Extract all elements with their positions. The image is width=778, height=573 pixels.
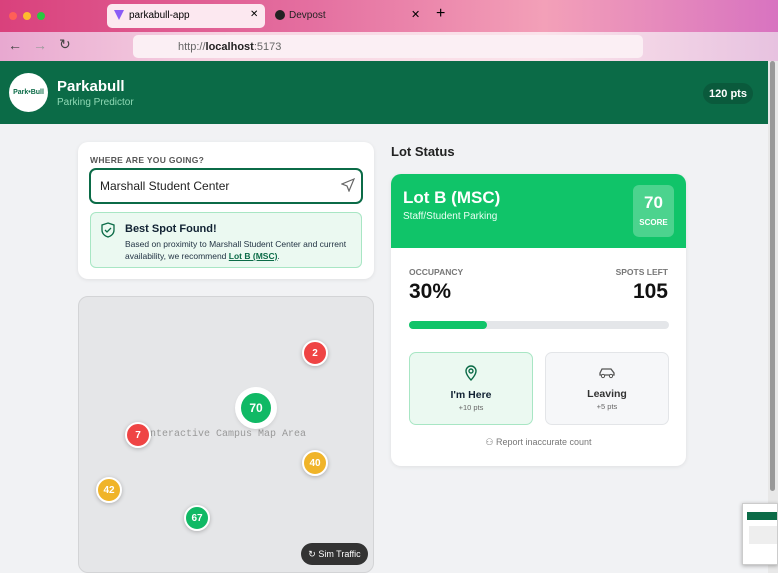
- nav-bar: ← → ↻ http://localhost:5173: [0, 32, 778, 61]
- tab-title: parkabull-app: [129, 10, 190, 21]
- spots-left: 105: [632, 280, 668, 303]
- report-text: Report inaccurate count: [496, 437, 592, 447]
- search-card: WHERE ARE YOU GOING? Marshall Student Ce…: [78, 142, 374, 279]
- url-bar[interactable]: http://localhost:5173: [133, 35, 643, 58]
- sim-traffic-button[interactable]: ↻ Sim Traffic: [301, 543, 368, 565]
- result-box: Best Spot Found! Based on proximity to M…: [90, 212, 362, 268]
- button-points: +5 pts: [596, 402, 618, 411]
- occupancy-label: OCCUPANCY: [409, 267, 464, 277]
- lot-marker[interactable]: 67: [184, 505, 210, 531]
- lot-marker[interactable]: 7: [125, 422, 151, 448]
- back[interactable]: ←: [8, 37, 22, 53]
- tab[interactable]: Devpost: [275, 10, 326, 21]
- button-label: Leaving: [587, 388, 627, 400]
- lot-marker[interactable]: 40: [302, 450, 328, 476]
- im-here-button[interactable]: I'm Here +10 pts: [409, 352, 533, 425]
- score-label: SCORE: [639, 218, 668, 227]
- lot-name: Lot B (MSC): [403, 188, 501, 207]
- leaving-button[interactable]: Leaving +5 pts: [545, 352, 669, 425]
- section-heading: Lot Status: [391, 144, 455, 159]
- app-subtitle: Parking Predictor: [57, 97, 134, 108]
- tab-bar: parkabull-app ✕ Devpost ✕ +: [0, 0, 778, 32]
- app-title: Parkabull: [57, 78, 125, 95]
- lot-marker[interactable]: 2: [302, 340, 328, 366]
- report-link[interactable]: ⚇ Report inaccurate count: [485, 437, 592, 447]
- map[interactable]: Interactive Campus Map Area 2 70 7 40 42…: [78, 296, 374, 573]
- logo: Park•Bull: [9, 73, 48, 112]
- search-label: WHERE ARE YOU GOING?: [90, 155, 205, 165]
- result-end: .: [277, 251, 280, 261]
- lot-marker[interactable]: 70: [238, 390, 274, 426]
- thumbnail[interactable]: [742, 503, 778, 565]
- button-label: I'm Here: [450, 389, 492, 401]
- lot-card-header: Lot B (MSC) Staff/Student Parking 70 SCO…: [391, 174, 686, 248]
- spots-label: SPOTS LEFT: [615, 267, 668, 277]
- result-link[interactable]: Lot B (MSC): [228, 251, 278, 261]
- input-text: Marshall Student Center: [100, 179, 230, 193]
- tab[interactable]: parkabull-app ✕: [107, 4, 265, 28]
- lot-type: Staff/Student Parking: [403, 211, 498, 222]
- result-title: Best Spot Found!: [125, 223, 217, 235]
- url-port: :5173: [253, 41, 282, 53]
- score: 70: [644, 193, 663, 212]
- points-pill: 120 pts: [703, 83, 753, 104]
- button-points: +10 pts: [458, 403, 484, 412]
- progress-track: [409, 321, 669, 329]
- lot-card: Lot B (MSC) Staff/Student Parking 70 SCO…: [391, 174, 686, 466]
- scrollbar: [768, 61, 778, 573]
- lot-marker[interactable]: 42: [96, 477, 122, 503]
- tab-title: Devpost: [289, 10, 326, 21]
- score-box: 70 SCORE: [633, 185, 674, 237]
- destination-input[interactable]: Marshall Student Center: [89, 168, 363, 204]
- result-body: Based on proximity to Marshall Student C…: [125, 239, 347, 261]
- result-text: Based on proximity to Marshall Student C…: [125, 238, 355, 262]
- progress-fill: [409, 321, 487, 329]
- app-header: Park•Bull Parkabull Parking Predictor 12…: [0, 61, 768, 124]
- button-text: Sim Traffic: [318, 549, 361, 559]
- occupancy: 30%: [409, 280, 452, 303]
- reload[interactable]: ↻: [59, 36, 71, 52]
- url-host: localhost: [205, 41, 254, 53]
- forward[interactable]: →: [33, 37, 47, 53]
- url-scheme: http://: [178, 41, 206, 53]
- map-placeholder: Interactive Campus Map Area: [144, 429, 307, 440]
